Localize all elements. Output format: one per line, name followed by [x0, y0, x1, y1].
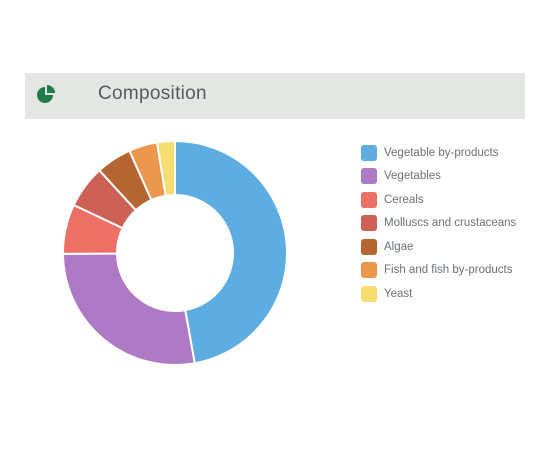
donut-slice-vegetables[interactable]	[61, 252, 196, 366]
legend-label: Molluscs and crustaceans	[384, 217, 517, 230]
donut-slice-vegetable-by-products[interactable]	[174, 139, 288, 365]
legend-swatch	[361, 168, 377, 185]
composition-header: Composition	[25, 73, 525, 119]
donut-slice-yeast[interactable]	[155, 139, 176, 197]
page-title: Composition	[98, 83, 207, 104]
legend-swatch	[361, 215, 377, 232]
legend-item-fish-and-fish-by-products[interactable]: Fish and fish by-products	[361, 259, 516, 283]
legend-item-vegetable-by-products[interactable]: Vegetable by-products	[361, 141, 516, 165]
legend-label: Vegetable by-products	[384, 146, 499, 159]
legend-swatch	[361, 285, 377, 302]
legend-item-yeast[interactable]: Yeast	[361, 282, 516, 306]
legend-label: Cereals	[384, 193, 424, 206]
legend-label: Fish and fish by-products	[384, 264, 513, 277]
legend-swatch	[361, 262, 377, 279]
legend-swatch	[361, 191, 377, 208]
legend-label: Algae	[384, 240, 414, 253]
pie-chart-icon	[37, 85, 55, 103]
legend-item-molluscs-and-crustaceans[interactable]: Molluscs and crustaceans	[361, 212, 516, 236]
legend-item-algae[interactable]: Algae	[361, 235, 516, 259]
legend-label: Yeast	[384, 287, 413, 300]
legend-item-cereals[interactable]: Cereals	[361, 188, 516, 212]
chart-legend: Vegetable by-products Vegetables Cereals Mo…	[361, 141, 516, 306]
legend-label: Vegetables	[384, 170, 441, 183]
legend-swatch	[361, 238, 377, 255]
legend-swatch	[361, 144, 377, 161]
legend-item-vegetables[interactable]: Vegetables	[361, 165, 516, 189]
